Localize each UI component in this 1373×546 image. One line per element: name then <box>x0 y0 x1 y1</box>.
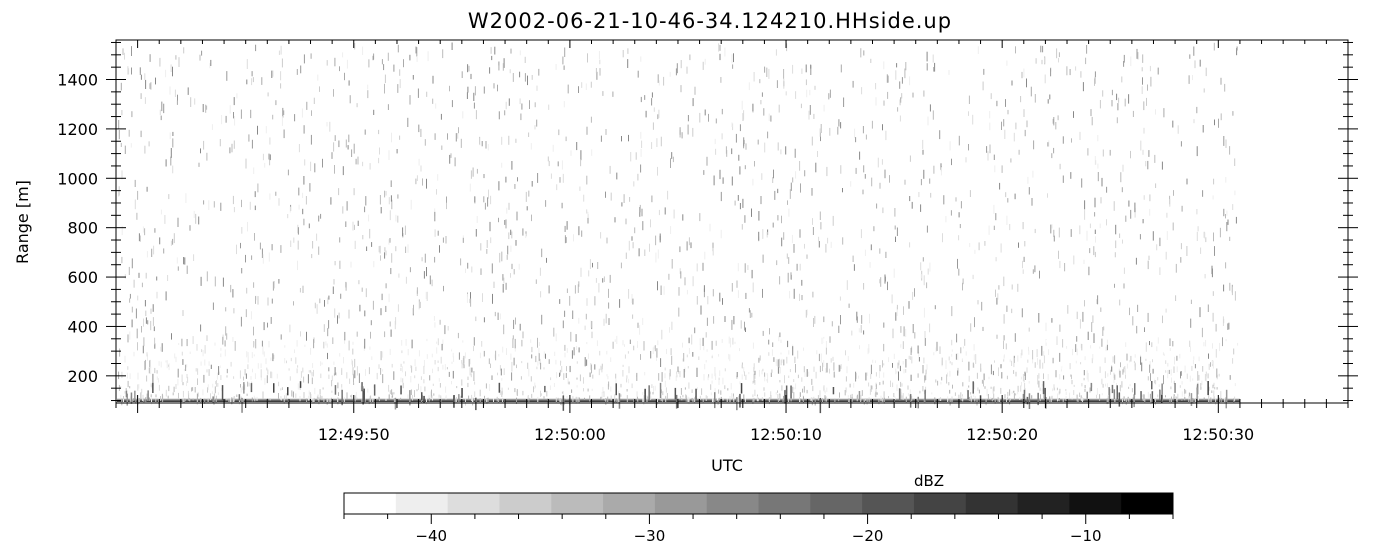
colorbar-swatch <box>1121 493 1174 514</box>
colorbar-swatch <box>447 493 500 514</box>
x-tick-label: 12:49:50 <box>318 425 390 444</box>
colorbar-swatch <box>913 493 967 514</box>
y-tick-label: 1200 <box>57 120 98 139</box>
x-tick-label: 12:50:30 <box>1182 425 1254 444</box>
colorbar-label: dBZ <box>914 472 944 490</box>
x-tick-label: 12:50:00 <box>534 425 606 444</box>
y-tick-label: 1000 <box>57 169 98 188</box>
plot-data-area <box>117 42 1240 414</box>
colorbar-swatch <box>706 493 759 514</box>
y-axis: 200 400 600 800 1000 1200 1400 <box>57 41 1358 402</box>
colorbar-tick-label: −30 <box>634 527 666 545</box>
colorbar-swatch <box>395 493 449 514</box>
chart-title: W2002-06-21-10-46-34.124210.HHside.up <box>468 9 952 33</box>
y-tick-label: 1400 <box>57 71 98 90</box>
x-axis-label: UTC <box>711 456 743 475</box>
colorbar-swatch <box>344 493 397 514</box>
colorbar-swatch <box>654 493 708 514</box>
y-axis-label: Range [m] <box>13 180 32 264</box>
colorbar-tick-label: −20 <box>852 527 884 545</box>
colorbar-swatch <box>1017 493 1070 514</box>
colorbar-tick-label: −10 <box>1070 527 1102 545</box>
colorbar-tick-label: −40 <box>415 527 447 545</box>
y-tick-label: 800 <box>67 219 98 238</box>
colorbar-swatch <box>499 493 552 514</box>
x-tick-label: 12:50:20 <box>966 425 1038 444</box>
colorbar-swatch <box>1069 493 1122 514</box>
x-axis: 12:49:50 12:50:00 12:50:10 12:50:20 12:50:30 <box>115 40 1349 444</box>
colorbar-swatch <box>603 493 656 514</box>
colorbar-swatch <box>551 493 604 514</box>
y-tick-label: 400 <box>67 317 98 336</box>
y-tick-label: 200 <box>67 367 98 386</box>
colorbar-swatch <box>758 493 811 514</box>
y-tick-label: 600 <box>67 268 98 287</box>
colorbar: −40 −30 −20 −10 <box>343 492 1174 545</box>
x-tick-label: 12:50:10 <box>750 425 822 444</box>
colorbar-swatch <box>810 493 863 514</box>
colorbar-swatch <box>862 493 915 514</box>
colorbar-swatch <box>965 493 1019 514</box>
plot-frame <box>115 39 1349 404</box>
